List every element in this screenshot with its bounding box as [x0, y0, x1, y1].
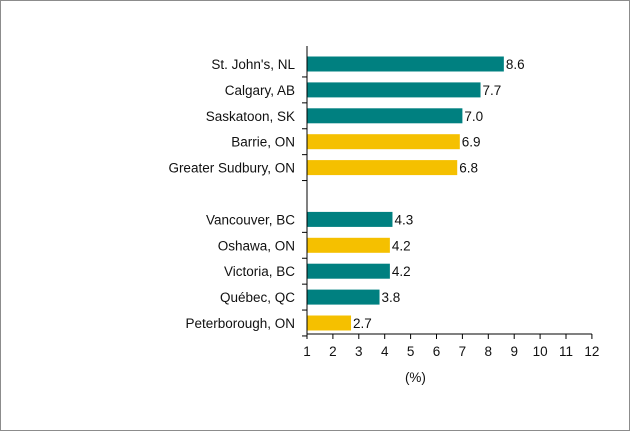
bar [307, 108, 463, 124]
x-tick-label: 10 [533, 344, 548, 359]
x-tick-label: 12 [584, 344, 599, 359]
bar-value-label: 8.6 [506, 57, 525, 72]
bar [307, 134, 460, 150]
bar [307, 237, 390, 253]
category-label: Peterborough, ON [185, 316, 295, 331]
bar-value-label: 4.2 [392, 238, 411, 253]
x-tick-label: 9 [510, 344, 518, 359]
category-label: Victoria, BC [224, 264, 295, 279]
category-label: St. John's, NL [211, 57, 295, 72]
category-label: Greater Sudbury, ON [168, 161, 295, 176]
category-label: Calgary, AB [225, 83, 295, 98]
bar [307, 263, 390, 279]
bar-value-label: 7.0 [464, 109, 483, 124]
category-label: Vancouver, BC [206, 212, 295, 227]
bar-value-label: 7.7 [483, 83, 502, 98]
x-tick-label: 8 [485, 344, 493, 359]
bar [307, 160, 458, 176]
x-tick-label: 6 [433, 344, 441, 359]
x-tick-label: 7 [459, 344, 467, 359]
category-label: Saskatoon, SK [206, 109, 295, 124]
bar-value-label: 2.7 [353, 316, 372, 331]
x-tick-label: 3 [355, 344, 363, 359]
bar-value-label: 6.9 [462, 135, 481, 150]
category-label: Québec, QC [220, 290, 295, 305]
x-axis-label: (%) [405, 370, 426, 385]
bar-value-label: 4.3 [394, 212, 413, 227]
x-tick-label: 11 [559, 344, 573, 359]
x-tick-label: 2 [329, 344, 337, 359]
category-label: Oshawa, ON [218, 238, 295, 253]
bar [307, 315, 352, 331]
bar-value-label: 6.8 [459, 161, 478, 176]
bar-value-label: 4.2 [392, 264, 411, 279]
bar [307, 289, 380, 305]
bar [307, 82, 481, 98]
bar-value-label: 3.8 [382, 290, 401, 305]
bar [307, 56, 504, 72]
category-label: Barrie, ON [231, 135, 295, 150]
x-tick-label: 4 [381, 344, 389, 359]
x-tick-label: 5 [407, 344, 415, 359]
bar [307, 211, 393, 227]
x-tick-label: 1 [303, 344, 311, 359]
